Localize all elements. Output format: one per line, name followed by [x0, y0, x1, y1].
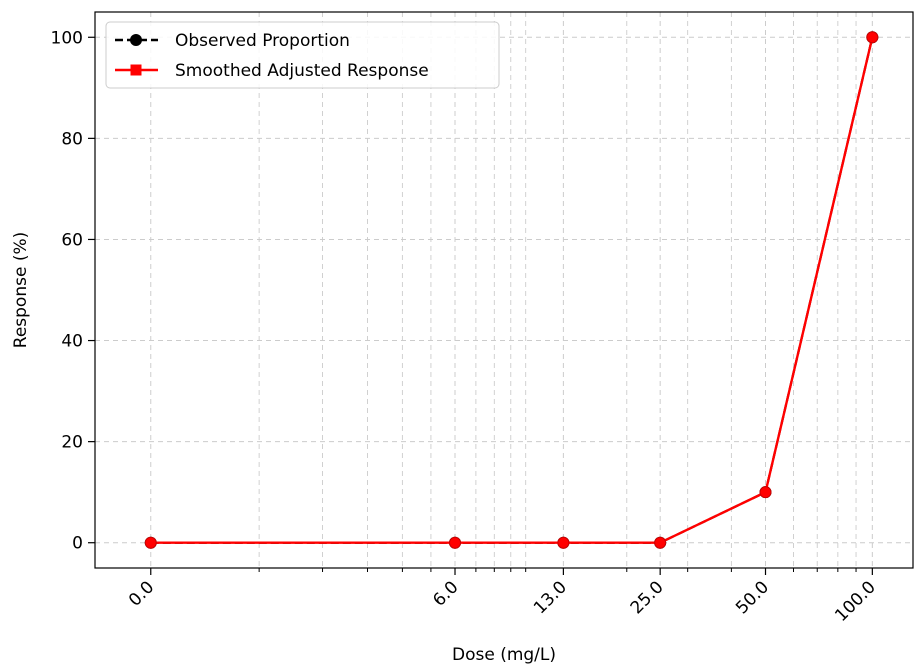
- legend: Observed Proportion Smoothed Adjusted Res…: [105, 21, 500, 89]
- y-axis-label: Response (%): [11, 232, 31, 348]
- y-tick-label: 0: [72, 534, 83, 554]
- plot-frame: [94, 11, 914, 569]
- y-tick-label: 100: [51, 28, 83, 48]
- legend-marker: [130, 34, 142, 46]
- data-point: [654, 536, 667, 549]
- y-tick-label: 40: [61, 332, 83, 352]
- legend-label: Observed Proportion: [175, 31, 350, 51]
- data-point: [759, 486, 772, 499]
- y-tick-label: 60: [61, 230, 83, 250]
- x-tick-label: 100.0: [831, 577, 880, 626]
- x-tick-label: 25.0: [627, 577, 668, 618]
- grid-layer: [95, 12, 913, 568]
- x-tick-label: 0.0: [125, 577, 158, 610]
- series-layer: [144, 31, 879, 549]
- x-axis-label: Dose (mg/L): [452, 645, 556, 665]
- x-tick-label: 50.0: [732, 577, 773, 618]
- x-tick-label: 13.0: [530, 577, 571, 618]
- axes-layer: 0.0 6.0 13.0 25.0 50.0 100.0 0 20 40 60 80 100: [51, 11, 914, 626]
- data-point: [144, 536, 157, 549]
- legend-marker: [130, 64, 142, 76]
- data-point: [557, 536, 570, 549]
- series-line: [150, 36, 874, 544]
- data-point: [866, 31, 879, 44]
- legend-label: Smoothed Adjusted Response: [175, 61, 429, 81]
- x-tick-label: 6.0: [429, 577, 462, 610]
- legend-box: [105, 21, 500, 89]
- y-tick-label: 20: [61, 433, 83, 453]
- data-point: [449, 536, 462, 549]
- y-tick-label: 80: [61, 129, 83, 149]
